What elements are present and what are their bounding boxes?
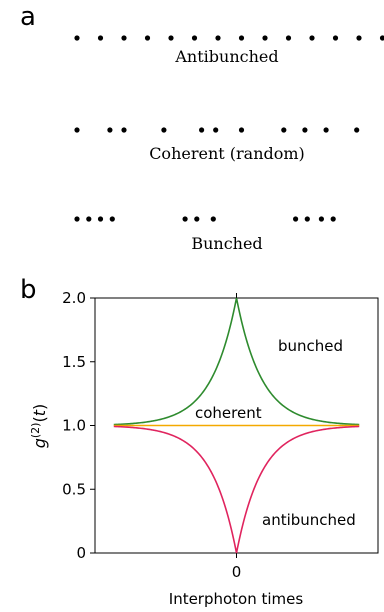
- bunched-photon-dot: [97, 216, 104, 222]
- y-axis-ticks: 0 0.5 1.0 1.5 2.0: [62, 289, 95, 562]
- bunched-photon-dot: [182, 216, 188, 222]
- antibunched-photon-dot: [191, 35, 198, 41]
- series-label-coherent: coherent: [195, 404, 262, 422]
- coherent-caption: Coherent (random): [149, 144, 305, 163]
- coherent-photon-dot: [213, 127, 219, 133]
- coherent-photon-dot: [302, 127, 308, 133]
- series-label-antibunched: antibunched: [262, 511, 356, 529]
- antibunched-photon-dot: [238, 35, 245, 41]
- y-tick-label: 0.5: [62, 480, 86, 498]
- coherent-photon-dot: [323, 127, 329, 133]
- x-tick-label: 0: [232, 563, 242, 581]
- coherent-photon-dot: [74, 127, 80, 133]
- antibunched-photon-dot: [144, 35, 151, 41]
- y-axis-label: g(2)(t): [29, 404, 49, 449]
- y-tick-label: 0: [76, 544, 86, 562]
- bunched-photon-dot: [86, 216, 92, 222]
- antibunched-photon-dot: [215, 35, 221, 41]
- antibunched-photon-dot: [97, 35, 104, 41]
- antibunched-photon-dot: [332, 35, 339, 41]
- antibunched-photon-dot: [74, 35, 80, 41]
- photon-stream-rows: [74, 35, 384, 222]
- coherent-photon-dot: [199, 127, 205, 133]
- bunched-photon-dot: [330, 216, 336, 222]
- y-tick-label: 2.0: [62, 289, 86, 307]
- coherent-photon-dot: [121, 127, 127, 133]
- antibunched-photon-dot: [168, 35, 174, 41]
- y-tick-label: 1.0: [62, 417, 86, 435]
- bunched-photon-dot: [109, 216, 115, 222]
- y-tick-label: 1.5: [62, 353, 86, 371]
- antibunched-photon-dot: [285, 35, 292, 41]
- bunched-photon-dot: [304, 216, 310, 222]
- bunched-photon-dot: [210, 216, 216, 222]
- panel-label-a: a: [20, 2, 36, 32]
- antibunched-photon-dot: [379, 35, 384, 41]
- antibunched-photon-dot: [121, 35, 127, 41]
- bunched-curve: [113, 297, 360, 426]
- bunched-photon-dot: [293, 216, 299, 222]
- antibunched-curve: [113, 425, 360, 554]
- coherent-photon-dot: [281, 127, 287, 133]
- x-axis-ticks: 0: [232, 293, 242, 581]
- antibunched-photon-dot: [356, 35, 362, 41]
- bunched-photon-dot: [74, 216, 80, 222]
- series-lines: [113, 297, 360, 554]
- series-label-bunched: bunched: [278, 337, 343, 355]
- g2-chart: 0 0.5 1.0 1.5 2.0 0 bunched coherent antibun…: [29, 289, 379, 608]
- bunched-photon-dot: [194, 216, 200, 222]
- coherent-photon-dot: [354, 127, 360, 133]
- antibunched-photon-dot: [309, 35, 315, 41]
- coherent-photon-dot: [238, 127, 245, 133]
- coherent-photon-dot: [107, 127, 113, 133]
- bunched-caption: Bunched: [191, 234, 263, 253]
- coherent-photon-dot: [161, 127, 167, 133]
- antibunched-photon-dot: [262, 35, 268, 41]
- panel-label-b: b: [20, 275, 37, 305]
- x-axis-label: Interphoton times: [169, 590, 304, 608]
- antibunched-caption: Antibunched: [175, 47, 279, 66]
- bunched-photon-dot: [318, 216, 324, 222]
